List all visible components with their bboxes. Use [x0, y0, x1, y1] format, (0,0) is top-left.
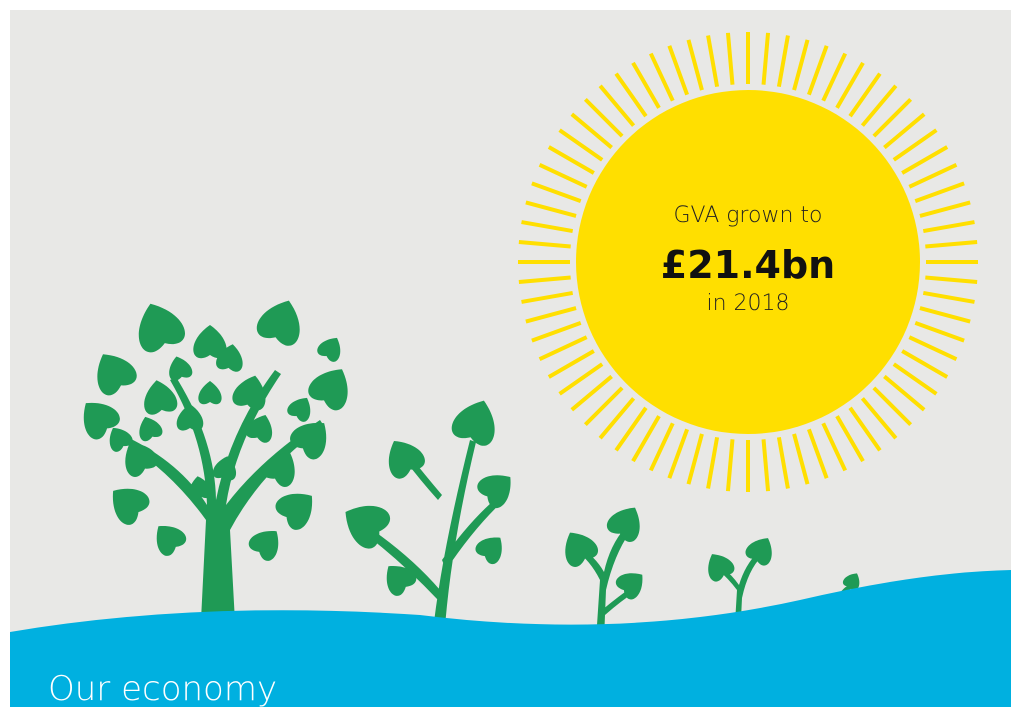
sun-line: GVA grown to — [674, 203, 823, 228]
sun-headline: £21.4bn — [661, 243, 835, 287]
page: GVA grown to £21.4bn in 2018 Our economy… — [0, 0, 1021, 717]
sun-line: in 2018 — [706, 291, 789, 316]
infographic: GVA grown to £21.4bn in 2018 Our economy — [0, 0, 1021, 717]
footer-title: Our economy — [48, 669, 277, 709]
